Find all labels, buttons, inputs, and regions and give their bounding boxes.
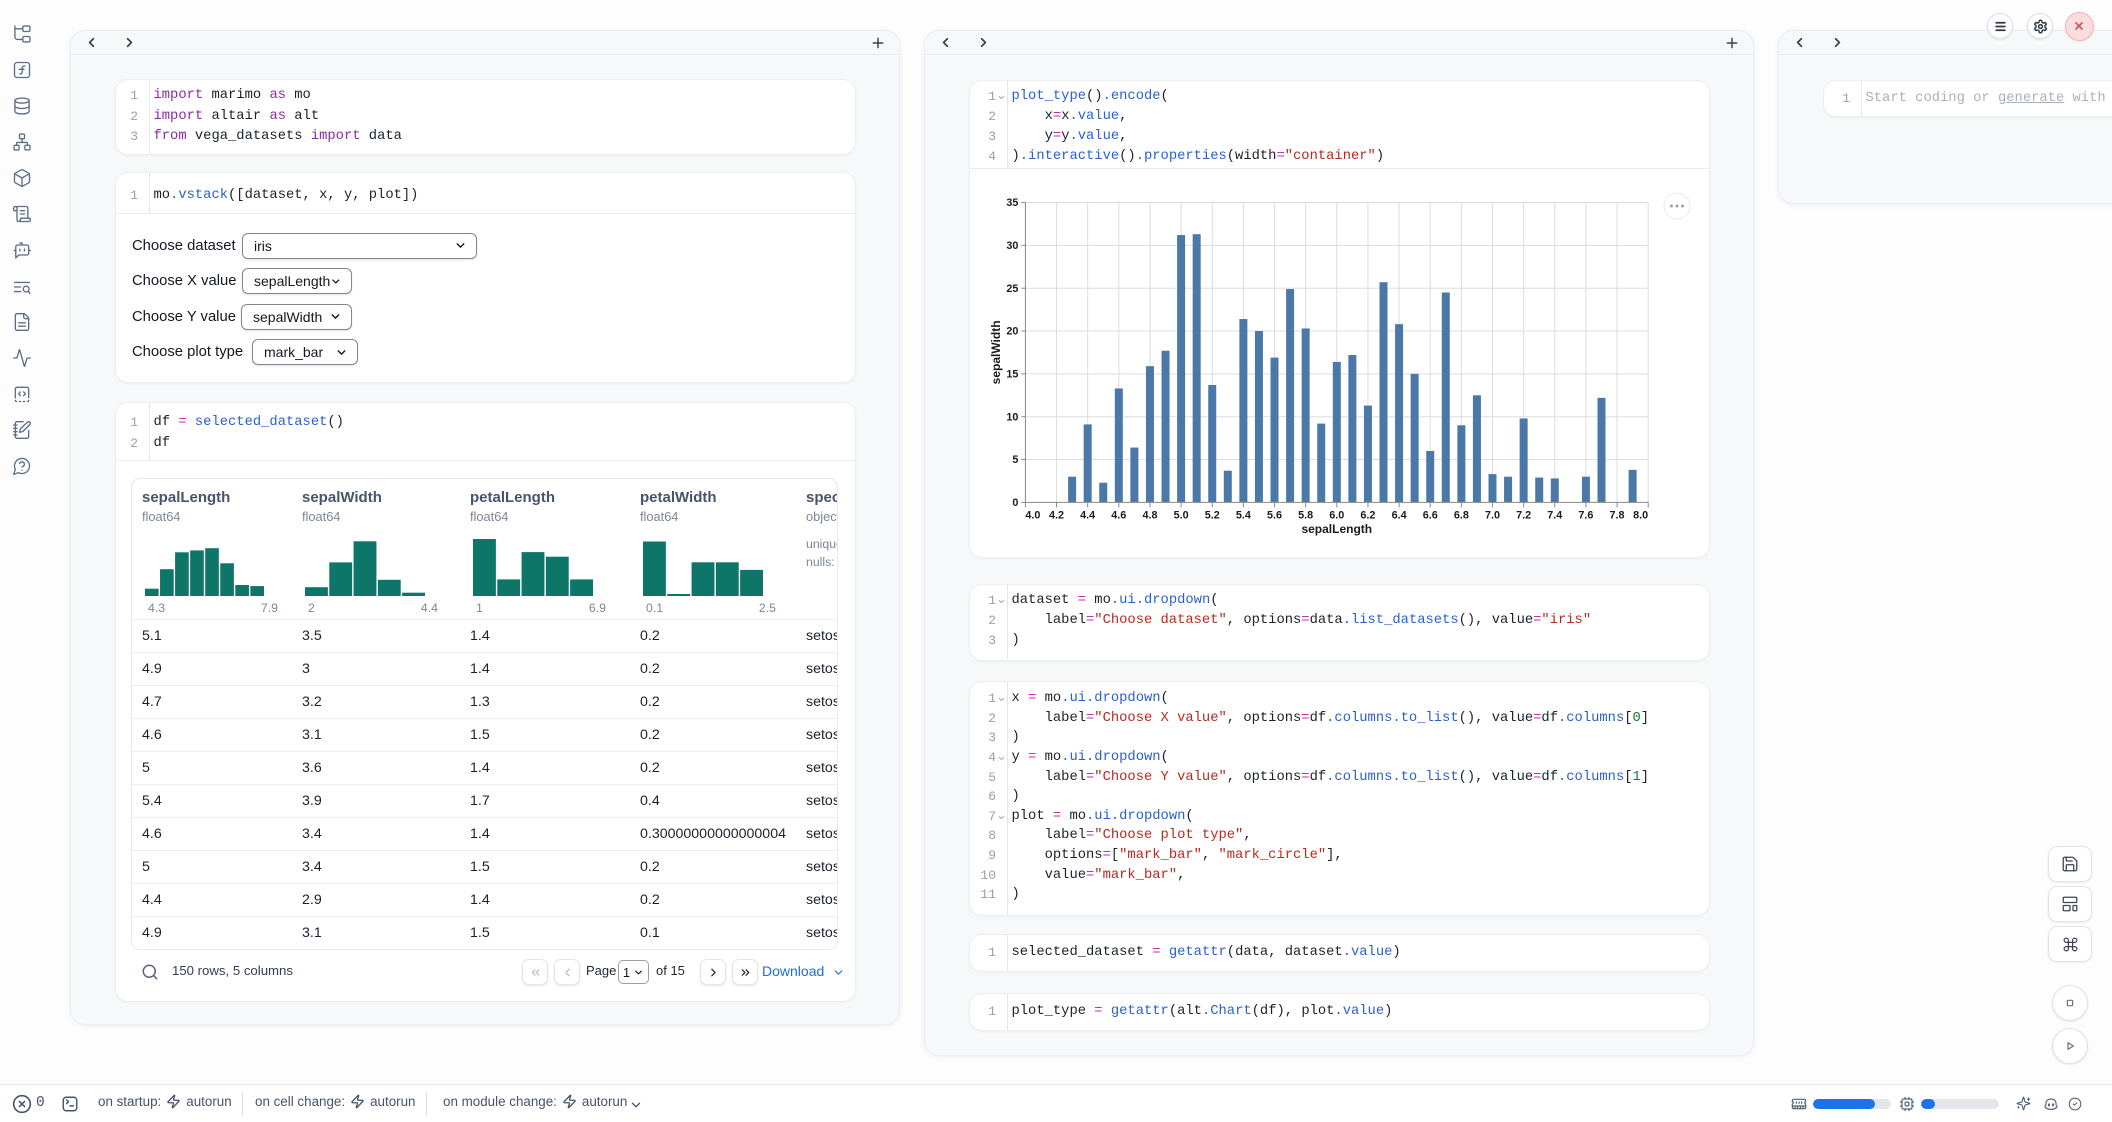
svg-text:7.8: 7.8 — [1610, 509, 1625, 521]
svg-text:25: 25 — [1006, 283, 1018, 295]
svg-text:35: 35 — [1006, 197, 1018, 209]
svg-text:4.8: 4.8 — [1142, 509, 1157, 521]
svg-text:15: 15 — [1006, 368, 1018, 380]
svg-text:5.6: 5.6 — [1267, 509, 1282, 521]
svg-text:6.2: 6.2 — [1360, 509, 1375, 521]
svg-text:6.4: 6.4 — [1392, 509, 1407, 521]
svg-text:4.6: 4.6 — [1111, 509, 1126, 521]
svg-text:5.2: 5.2 — [1205, 509, 1220, 521]
svg-text:20: 20 — [1006, 326, 1018, 338]
svg-text:4.0: 4.0 — [1025, 509, 1040, 521]
svg-text:sepalLength: sepalLength — [1301, 522, 1372, 536]
svg-text:5.4: 5.4 — [1236, 509, 1251, 521]
svg-text:30: 30 — [1006, 240, 1018, 252]
svg-text:7.4: 7.4 — [1547, 509, 1562, 521]
svg-text:6.0: 6.0 — [1329, 509, 1344, 521]
svg-text:8.0: 8.0 — [1633, 509, 1648, 521]
svg-text:4.2: 4.2 — [1049, 509, 1064, 521]
svg-text:4.4: 4.4 — [1080, 509, 1095, 521]
svg-text:6.8: 6.8 — [1454, 509, 1469, 521]
svg-text:sepalWidth: sepalWidth — [989, 320, 1003, 384]
svg-text:7.6: 7.6 — [1578, 509, 1593, 521]
svg-text:0: 0 — [1012, 497, 1018, 509]
svg-text:10: 10 — [1006, 411, 1018, 423]
svg-text:5.8: 5.8 — [1298, 509, 1313, 521]
svg-text:6.6: 6.6 — [1423, 509, 1438, 521]
svg-text:7.2: 7.2 — [1516, 509, 1531, 521]
svg-text:5: 5 — [1012, 454, 1018, 466]
svg-text:7.0: 7.0 — [1485, 509, 1500, 521]
svg-text:5.0: 5.0 — [1174, 509, 1189, 521]
